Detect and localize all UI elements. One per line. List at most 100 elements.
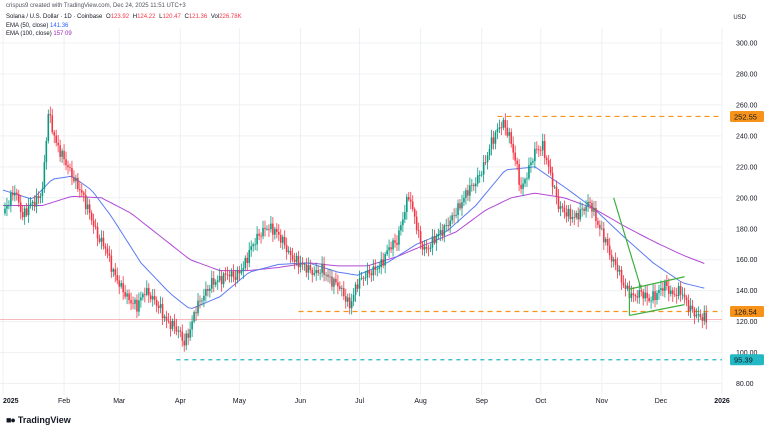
candle-body [472,184,475,187]
candle-body [459,203,461,209]
candle-body [276,228,278,232]
candle-body [620,269,623,283]
candle-body [270,223,272,230]
candle-body [147,288,150,296]
candle-body [549,166,552,173]
candle-body [110,255,113,272]
candle-body [555,186,558,197]
candle-body [207,288,209,291]
candle-body [654,291,656,301]
tradingview-logo[interactable]: ■● TradingView [6,415,71,425]
candle-body [447,225,449,227]
candle-body [703,312,706,321]
y-tick-label: 100.00 [736,350,758,357]
candle-body [49,114,52,116]
y-tick-label: 260.00 [736,102,758,109]
candle-body [575,212,578,218]
candle-body [683,294,686,298]
candle-body [244,257,247,268]
candle-body [419,231,422,244]
candle-body [279,234,282,243]
candle-body [553,186,556,188]
ema50-value: 141.36 [50,22,69,29]
candle-body [130,300,132,304]
candle-body [187,333,189,338]
candle-body [516,160,518,165]
candle-body [39,196,42,199]
candle-body [228,274,231,277]
candle-body [307,265,310,273]
candle-body [79,189,81,191]
symbol-row[interactable]: Solana / U.S. Dollar · 1D · Coinbase O12… [6,13,242,22]
candle-body [585,206,587,211]
candle-body [15,192,18,195]
candle-body [579,209,581,220]
candle-body [524,179,526,184]
x-tick-label: Nov [596,398,609,405]
x-tick-label: Feb [58,398,70,405]
candle-body [205,288,207,296]
ema100-row[interactable]: EMA (100, close) 157.09 [6,30,242,39]
candle-body [201,300,203,302]
candle-body [622,282,625,286]
candle-body [274,228,276,235]
candle-body [8,205,10,207]
candle-body [664,281,666,291]
ema100-value: 157.09 [53,31,72,37]
candle-body [494,132,497,144]
candle-body [492,137,495,144]
candle-body [660,288,662,291]
candle-body [677,286,680,297]
candle-body [224,273,227,275]
candle-body [561,206,564,208]
candle-body [305,264,308,273]
candle-body [165,316,168,321]
candle-body [327,274,329,277]
candle-body [88,204,91,213]
candle-body [528,165,530,179]
candle-body [250,246,253,251]
candle-body [508,132,511,136]
candle-body [167,320,170,322]
candle-body [506,127,509,136]
candle-body [478,175,481,177]
candle-body [384,254,386,266]
ema50-row[interactable]: EMA (50, close) 141.36 [6,22,242,31]
candle-body [82,192,85,195]
price-labels: 252.55 126.54 95.39 [730,110,764,366]
candle-body [214,282,217,285]
candle-body [693,309,696,317]
candle-body [37,196,40,199]
candle-series [4,106,708,352]
chart-caption: crispus9 created with TradingView.com, D… [6,3,186,9]
candle-body [518,164,520,185]
candle-body [671,290,674,295]
candle-body [341,288,343,289]
candle-body [699,313,702,317]
candle-body [642,291,645,299]
grid [0,28,723,395]
candle-body [360,277,363,279]
candle-body [563,207,566,213]
candle-body [392,240,394,250]
candle-body [449,220,451,227]
ema50-line [2,166,705,309]
candle-body [465,190,467,198]
candle-body [47,114,50,141]
candle-body [260,235,262,237]
neckline-price-tag [730,306,764,318]
candle-body [376,268,379,270]
price-axis[interactable]: 80.00 100.00 120.00 140.00 160.00 180.00 200.0… [736,41,758,389]
ema50-series [2,166,705,309]
candle-body [309,265,312,271]
candle-body [530,162,532,166]
candle-body [423,246,426,250]
candle-body [520,184,522,189]
candle-body [536,148,538,150]
time-axis[interactable]: 2025 Feb Mar Apr May Jun Jul Aug Sep Oct Nov Dec 202… [3,398,730,405]
x-tick-label: Oct [535,398,546,405]
candle-body [526,178,528,180]
symbol-label: Solana / U.S. Dollar · 1D · Coinbase [6,14,103,20]
candle-body [534,148,536,161]
